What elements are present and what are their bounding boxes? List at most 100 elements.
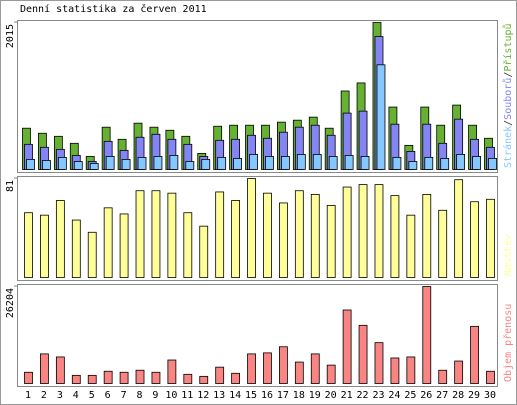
x-tick-label: 13 (213, 390, 225, 401)
bar (183, 212, 193, 278)
bar (183, 373, 193, 384)
bar (454, 360, 464, 384)
x-tick-label: 10 (165, 390, 177, 401)
bar (326, 364, 336, 384)
bar (358, 184, 368, 278)
bar (312, 153, 322, 170)
bar (55, 356, 65, 384)
bar (137, 156, 147, 170)
x-tick-label: 15 (245, 390, 257, 401)
bar (87, 231, 97, 278)
bar (310, 193, 320, 278)
x-tick-label: 7 (121, 390, 127, 401)
x-tick-label: 2 (41, 390, 47, 401)
bar (390, 195, 400, 278)
bar (358, 324, 368, 384)
bar (422, 286, 432, 384)
bar (456, 153, 466, 170)
legend-entry: Souborů (502, 78, 514, 120)
bar (55, 200, 65, 278)
legend: Návštěv (502, 234, 514, 276)
bar (263, 192, 272, 278)
bar (265, 156, 274, 170)
bar (57, 156, 67, 170)
bar (135, 190, 145, 278)
x-tick-label: 19 (309, 390, 321, 401)
bar (24, 212, 33, 278)
panel (17, 20, 498, 173)
bar (390, 357, 400, 384)
bar (438, 209, 448, 278)
x-tick-label: 11 (181, 390, 193, 401)
bar (231, 200, 241, 278)
legend-separator: / (503, 72, 514, 78)
bar (278, 346, 288, 384)
bar (89, 163, 99, 170)
x-tick-label: 30 (484, 390, 496, 401)
bar (42, 160, 51, 170)
bar (247, 353, 256, 384)
x-tick-label: 17 (277, 390, 289, 401)
x-tick-label: 20 (325, 390, 337, 401)
bar (296, 153, 306, 170)
bar (263, 352, 272, 384)
y-tick-label: 81 (5, 180, 16, 192)
bar (326, 204, 336, 278)
bar (71, 219, 81, 278)
legend: Objem přenosu (502, 304, 514, 382)
panel (17, 176, 498, 281)
bar (105, 156, 115, 170)
bar (422, 193, 432, 278)
bar (199, 375, 209, 384)
bar (328, 156, 338, 170)
x-tick-label: 25 (404, 390, 416, 401)
x-tick-label: 27 (436, 390, 448, 401)
x-tick-label: 1 (25, 390, 31, 401)
y-tick-label: 26204 (5, 288, 16, 318)
bar (249, 153, 258, 170)
bar (454, 179, 464, 278)
x-tick-label: 9 (152, 390, 158, 401)
legend-entry: Přístupů (502, 23, 514, 71)
bar (40, 214, 49, 278)
x-tick-label: 18 (293, 390, 305, 401)
bar (121, 159, 131, 170)
legend: Stránek/Souborů/Přístupů (502, 23, 514, 168)
x-tick-label: 8 (137, 390, 143, 401)
bar (199, 225, 209, 278)
bar (233, 158, 243, 170)
x-tick-label: 5 (89, 390, 95, 401)
bar (406, 214, 416, 278)
bar (374, 184, 384, 278)
x-tick-label: 16 (261, 390, 273, 401)
x-tick-label: 23 (372, 390, 384, 401)
bar (470, 201, 479, 278)
bar (167, 192, 177, 278)
bar (201, 159, 211, 170)
x-tick-label: 22 (357, 390, 369, 401)
bar (344, 155, 354, 170)
bar (185, 161, 195, 170)
x-tick-label: 12 (197, 390, 209, 401)
x-tick-label: 6 (105, 390, 111, 401)
x-tick-label: 28 (452, 390, 464, 401)
legend-entry: Objem přenosu (502, 304, 514, 382)
x-tick-label: 4 (73, 390, 79, 401)
bar (374, 342, 384, 384)
bar (247, 178, 256, 278)
bar (71, 374, 81, 384)
legend-entry: Stránek (502, 126, 514, 168)
bar (392, 156, 402, 170)
bar (408, 161, 418, 170)
bar (153, 156, 163, 170)
bar (310, 353, 320, 384)
bar (470, 325, 479, 384)
bar (103, 207, 113, 278)
bar (135, 369, 145, 384)
bar (87, 374, 97, 384)
x-tick-label: 29 (468, 390, 480, 401)
bar (151, 190, 161, 278)
bar (119, 213, 129, 278)
bar (294, 361, 304, 384)
